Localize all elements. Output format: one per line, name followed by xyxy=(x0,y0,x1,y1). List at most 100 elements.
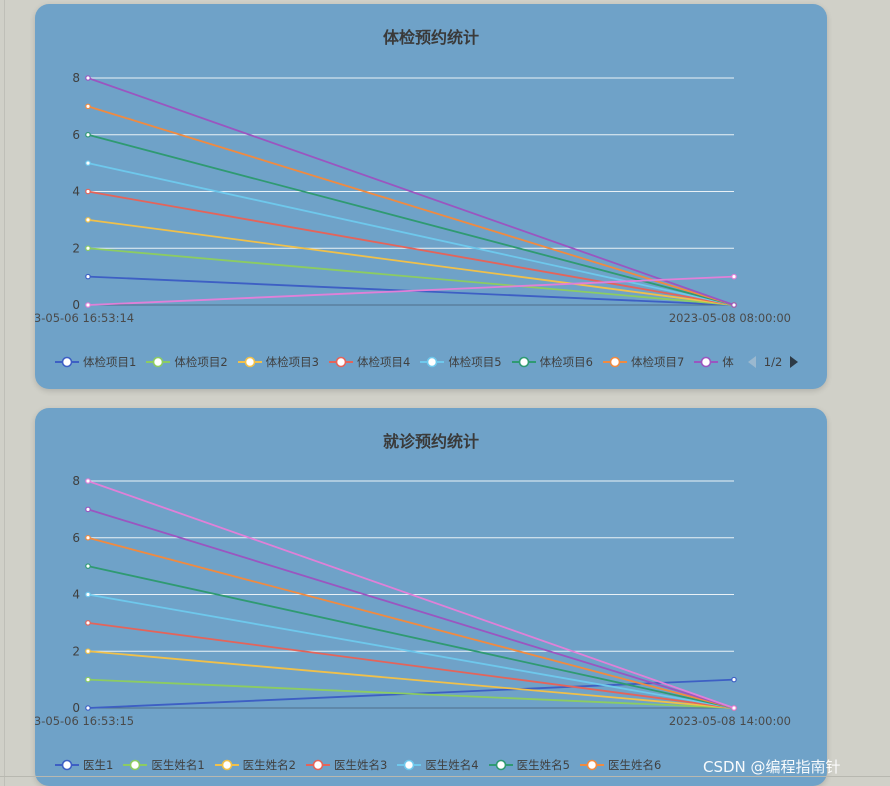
y-tick-label: 2 xyxy=(72,241,80,255)
legend-swatch-icon xyxy=(488,759,513,771)
legend-swatch-marker xyxy=(312,759,324,771)
data-point xyxy=(85,591,91,598)
data-point xyxy=(85,563,91,569)
legend-swatch-marker xyxy=(335,356,347,368)
legend-swatch-marker xyxy=(700,356,712,368)
legend-swatch-marker xyxy=(495,759,506,771)
data-point xyxy=(85,648,91,655)
legend-label: 体检项目4 xyxy=(356,355,411,369)
legend-label: 体检项目3 xyxy=(265,355,319,369)
pager-next-icon[interactable] xyxy=(790,356,799,368)
legend-item[interactable]: 体检项目1 xyxy=(55,354,136,370)
exam-chart-legend: 体检项目1 体检项目2 体检项目3 体检项目4 体检项目5 体检项目6 体检项目7 体 1/2 xyxy=(55,354,799,370)
pager-label: 1/2 xyxy=(763,355,783,369)
series-line xyxy=(87,190,735,306)
data-point xyxy=(85,676,91,683)
y-tick-label: 4 xyxy=(72,588,80,602)
series-line xyxy=(87,77,735,306)
pager-prev-icon[interactable] xyxy=(747,356,756,368)
series-line xyxy=(87,678,735,709)
data-point xyxy=(85,534,91,541)
exam-chart-title: 体检预约统计 xyxy=(382,28,479,47)
legend-item[interactable]: 体检项目7 xyxy=(602,354,684,370)
legend-swatch-icon xyxy=(397,759,422,771)
x-tick-label: 3-05-06 16:53:15 xyxy=(35,714,134,728)
legend-label: 医生姓名6 xyxy=(607,758,662,772)
legend-label: 医生1 xyxy=(83,758,114,772)
visit-chart-legend: 医生1 医生姓名1 医生姓名2 医生姓名3 医生姓名4 医生姓名5 医生姓名6 xyxy=(55,757,671,773)
legend-swatch-marker xyxy=(221,759,232,771)
y-tick-label: 0 xyxy=(72,298,80,312)
legend-item[interactable]: 医生姓名2 xyxy=(214,757,296,773)
legend-label: 医生姓名2 xyxy=(242,758,296,772)
legend-swatch-marker xyxy=(153,356,164,368)
series-line xyxy=(87,536,735,709)
y-tick-label: 0 xyxy=(72,701,80,715)
legend-label: 体检项目6 xyxy=(539,355,593,369)
data-point xyxy=(85,506,91,513)
y-tick-label: 4 xyxy=(72,185,80,199)
data-point xyxy=(731,676,737,683)
legend-swatch-icon xyxy=(55,759,79,771)
series-line xyxy=(87,105,735,306)
legend-label: 体检项目2 xyxy=(174,355,228,369)
x-tick-label: 2023-05-08 14:00:00 xyxy=(669,714,791,728)
data-point xyxy=(731,302,737,308)
y-tick-label: 2 xyxy=(72,644,80,658)
data-point xyxy=(85,103,91,110)
series-line xyxy=(87,621,735,709)
legend-swatch-icon xyxy=(579,759,604,771)
legend-item[interactable]: 体 xyxy=(694,354,734,370)
series-line xyxy=(87,508,735,709)
exam-chart-svg: 0 2 4 6 8 3-05-06 16:53:14 2023-05-08 08:00:00 xyxy=(35,71,791,325)
series-line xyxy=(87,162,735,306)
legend-label: 医生姓名3 xyxy=(333,758,388,772)
data-point xyxy=(731,705,737,711)
series-line xyxy=(87,247,735,306)
visit-chart-title: 就诊预约统计 xyxy=(382,432,479,451)
legend-item[interactable]: 医生姓名5 xyxy=(488,757,570,773)
legend-item[interactable]: 医生姓名3 xyxy=(305,757,388,773)
data-point xyxy=(731,273,737,280)
series-line xyxy=(87,275,735,306)
legend-swatch-marker xyxy=(609,356,621,368)
data-point xyxy=(85,478,91,484)
series-line xyxy=(87,133,735,306)
visit-booking-panel: 就诊预约统计 0 2 4 6 8 3-05-06 16:53:15 2023-05-08 1… xyxy=(35,408,827,786)
legend-label: 医生姓名5 xyxy=(516,758,570,772)
data-point xyxy=(85,620,91,626)
data-point xyxy=(85,188,91,195)
exam-booking-panel: 体检预约统计 0 2 4 6 8 3-05-06 16:53:14 2023-05-08 0… xyxy=(35,4,827,389)
legend-swatch-icon xyxy=(237,356,262,368)
legend-swatch-icon xyxy=(511,356,536,368)
watermark: CSDN @编程指南针 xyxy=(703,758,841,776)
legend-item[interactable]: 医生姓名6 xyxy=(579,757,662,773)
legend-item[interactable]: 医生姓名1 xyxy=(123,757,205,773)
legend-swatch-marker xyxy=(130,759,141,771)
x-tick-label: 2023-05-08 08:00:00 xyxy=(669,311,791,325)
series-line xyxy=(87,218,735,306)
legend-item[interactable]: 医生1 xyxy=(55,757,113,773)
legend-item[interactable]: 体检项目6 xyxy=(511,354,593,370)
legend-swatch-marker xyxy=(404,759,415,771)
legend-swatch-marker xyxy=(61,356,73,368)
data-point xyxy=(85,245,91,252)
legend-label: 体检项目5 xyxy=(448,355,502,369)
data-point xyxy=(85,705,91,711)
legend-swatch-icon xyxy=(146,356,171,368)
legend-item[interactable]: 医生姓名4 xyxy=(397,757,479,773)
legend-item[interactable]: 体检项目4 xyxy=(328,354,411,370)
legend-label: 医生姓名1 xyxy=(151,758,205,772)
series-line xyxy=(87,565,735,709)
left-divider xyxy=(4,0,5,786)
legend-swatch-icon xyxy=(420,356,445,368)
legend-item[interactable]: 体检项目5 xyxy=(420,354,502,370)
legend-item[interactable]: 体检项目2 xyxy=(146,354,228,370)
legend-swatch-marker xyxy=(586,759,598,771)
legend-swatch-marker xyxy=(518,356,529,368)
legend-item[interactable]: 体检项目3 xyxy=(237,354,319,370)
y-tick-label: 8 xyxy=(72,71,80,85)
legend-label: 体检项目1 xyxy=(83,355,137,369)
data-point xyxy=(85,75,91,81)
x-tick-label: 3-05-06 16:53:14 xyxy=(35,311,134,325)
